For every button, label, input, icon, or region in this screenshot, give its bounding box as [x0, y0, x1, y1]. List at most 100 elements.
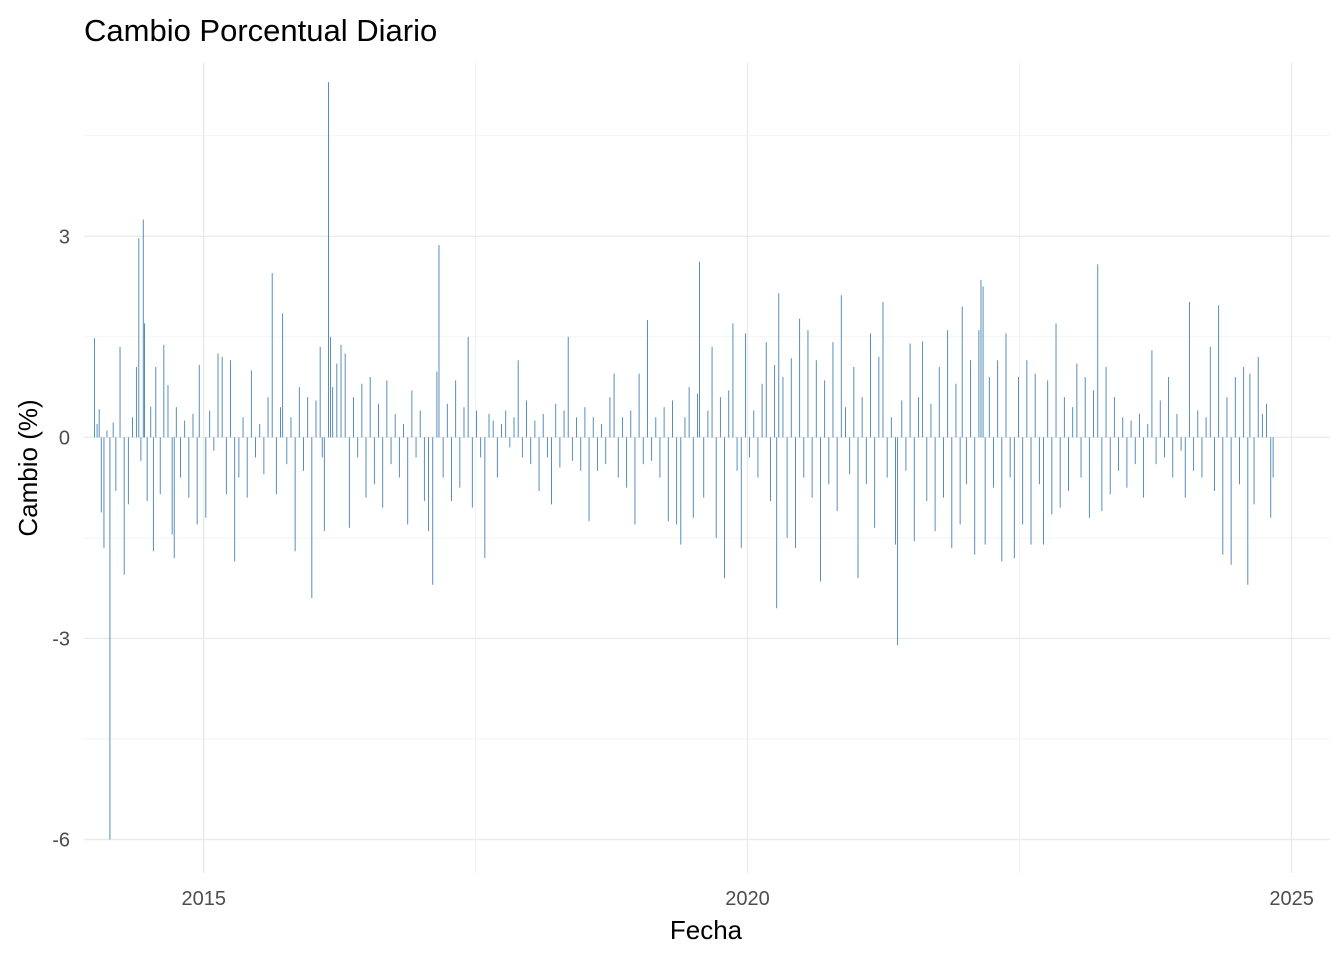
bar: [1218, 305, 1220, 438]
bar: [163, 344, 165, 438]
bar: [135, 366, 137, 438]
bar: [951, 437, 953, 548]
bar: [330, 336, 332, 438]
bar: [271, 273, 273, 438]
bar: [509, 437, 511, 448]
bar: [845, 407, 846, 438]
bar: [836, 437, 838, 512]
bar: [642, 437, 644, 465]
x-tick-label: 2020: [725, 888, 770, 910]
bar: [897, 437, 899, 646]
bar: [828, 437, 830, 485]
bar: [1266, 403, 1268, 438]
bar: [505, 410, 507, 438]
bar: [857, 437, 859, 579]
bar: [874, 437, 876, 528]
bar: [217, 353, 219, 438]
bar: [246, 437, 248, 498]
bar: [319, 346, 321, 438]
bar: [697, 393, 698, 438]
bar: [997, 360, 999, 438]
bar: [1249, 373, 1251, 438]
bar: [1188, 301, 1190, 438]
bar: [307, 397, 309, 438]
bar: [719, 397, 721, 438]
bar: [905, 437, 907, 471]
bar: [609, 397, 611, 438]
bar: [205, 437, 207, 518]
bar: [980, 279, 982, 438]
bar: [1147, 423, 1149, 438]
bar: [386, 380, 388, 438]
bar: [1205, 417, 1207, 438]
bar: [646, 320, 648, 438]
bar: [1080, 437, 1082, 478]
bar: [638, 373, 640, 438]
grid: [84, 62, 1330, 873]
bar: [1159, 400, 1161, 438]
bar: [442, 437, 444, 478]
bars: [93, 82, 1274, 840]
bar: [938, 366, 940, 438]
bar: [613, 373, 615, 438]
bar: [315, 400, 317, 438]
bar: [484, 437, 486, 558]
x-axis-ticks: 2015 2020 2025: [181, 888, 1313, 910]
bar: [1130, 420, 1132, 438]
bar: [242, 417, 244, 438]
bar: [765, 342, 767, 438]
bar: [1030, 437, 1032, 545]
bar: [428, 437, 430, 532]
bar: [1253, 437, 1255, 505]
bar: [171, 437, 173, 535]
bar: [492, 420, 494, 438]
bar: [451, 437, 452, 502]
bar: [576, 417, 578, 438]
bar: [373, 437, 375, 485]
bar: [455, 380, 457, 438]
bar: [100, 437, 102, 513]
bar: [530, 437, 532, 465]
bar: [93, 338, 95, 438]
bar: [680, 437, 682, 545]
bar: [692, 437, 694, 518]
bar: [146, 437, 148, 502]
bar: [198, 364, 200, 438]
bar: [115, 437, 117, 491]
bar: [467, 336, 469, 438]
bar: [861, 397, 863, 438]
bar: [567, 336, 569, 438]
bar: [436, 371, 438, 438]
bar: [138, 238, 140, 438]
bar: [672, 400, 673, 438]
bar: [970, 360, 971, 438]
bar: [1013, 437, 1015, 558]
bar: [559, 437, 561, 468]
bar: [142, 219, 144, 438]
bar: [280, 407, 281, 438]
bar: [955, 383, 957, 438]
bar: [196, 437, 198, 525]
bar: [1138, 413, 1140, 438]
bar: [250, 370, 252, 438]
bar: [438, 244, 440, 438]
bar: [865, 437, 867, 485]
bar: [1226, 397, 1228, 438]
bar: [1257, 356, 1259, 438]
bar: [1088, 437, 1090, 518]
bar: [415, 437, 417, 458]
bar: [870, 333, 871, 438]
bar: [1270, 437, 1272, 518]
bar: [744, 333, 746, 438]
bar: [328, 82, 329, 438]
y-tick-label: 0: [59, 427, 70, 449]
bar: [728, 390, 730, 438]
bar: [290, 417, 292, 438]
x-tick-label: 2025: [1269, 888, 1314, 910]
bar: [286, 437, 288, 465]
bar: [684, 417, 686, 438]
bar: [1105, 366, 1107, 438]
bar: [267, 397, 269, 438]
bar: [563, 410, 565, 438]
bar: [824, 380, 826, 438]
